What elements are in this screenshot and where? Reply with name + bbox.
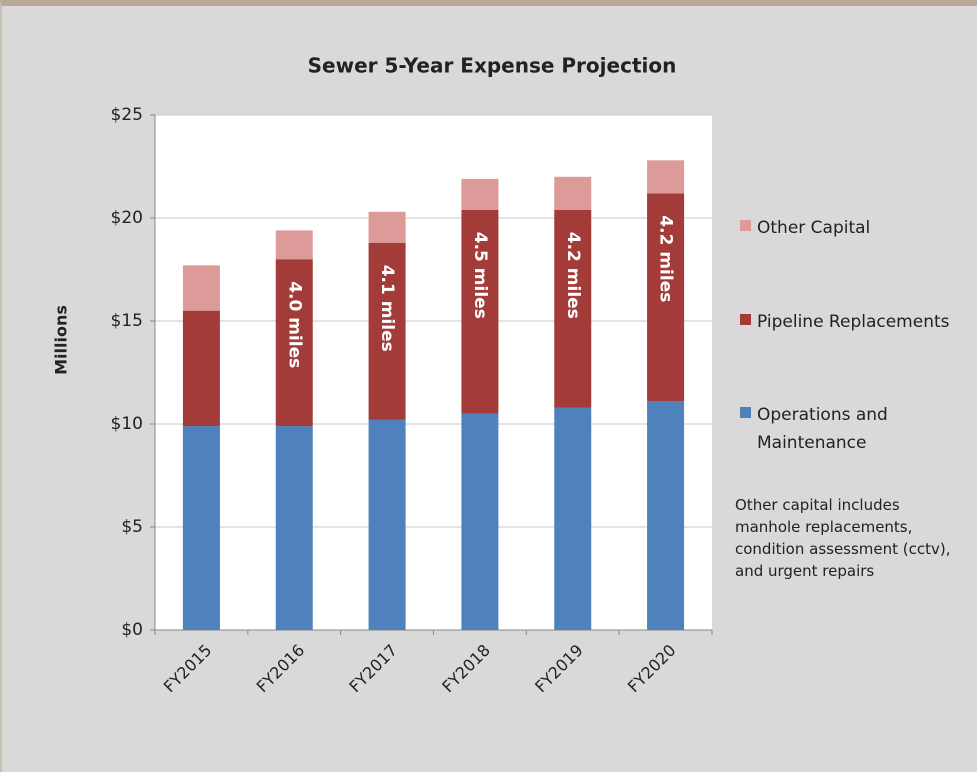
legend-swatch	[740, 407, 751, 418]
bar-segment	[554, 176, 592, 210]
legend-item: Pipeline Replacements	[740, 308, 967, 336]
bar-segment	[275, 426, 313, 630]
chart-title: Sewer 5-Year Expense Projection	[308, 54, 677, 78]
x-tick-label: FY2020	[624, 641, 680, 697]
bar-segment	[461, 413, 499, 630]
bar-segment	[554, 209, 592, 408]
bar-segment	[647, 401, 685, 630]
legend-label: Operations and Maintenance	[757, 405, 888, 453]
bar-segment	[461, 209, 499, 414]
bar-segment	[368, 211, 406, 243]
bar-segment	[368, 419, 406, 630]
x-tick-label: FY2017	[345, 641, 401, 697]
plot-area	[155, 115, 712, 630]
bar-annotation: 4.5 miles	[470, 232, 490, 319]
bar-annotation: 4.1 miles	[377, 265, 397, 352]
bar-segment	[182, 426, 220, 630]
y-tick-label: $20	[111, 208, 143, 228]
x-tick-label: FY2016	[253, 641, 309, 697]
x-tick-label: FY2019	[531, 641, 587, 697]
bar-segment	[647, 193, 685, 402]
bar-annotation: 4.2 miles	[563, 232, 583, 319]
legend-swatch	[740, 314, 751, 325]
x-tick-label: FY2018	[438, 641, 494, 697]
y-axis-label: Millions	[52, 305, 71, 375]
bar-segment	[368, 242, 406, 420]
bar-segment	[275, 259, 313, 427]
bar-segment	[182, 310, 220, 427]
bar-segment	[275, 230, 313, 260]
bar-annotation: 4.2 miles	[656, 215, 676, 302]
bar-segment	[647, 160, 685, 194]
legend-item: Other Capital	[740, 214, 967, 242]
legend-label: Pipeline Replacements	[757, 312, 950, 332]
bar-segment	[461, 178, 499, 210]
legend-label: Other Capital	[757, 218, 871, 238]
legend-item: Operations and Maintenance	[740, 401, 897, 457]
legend-swatch	[740, 220, 751, 231]
y-tick-label: $25	[111, 105, 143, 125]
y-tick-label: $10	[111, 414, 143, 434]
y-tick-label: $0	[121, 620, 143, 640]
y-tick-label: $15	[111, 311, 143, 331]
bar-annotation: 4.0 miles	[284, 281, 304, 368]
bar-segment	[554, 407, 592, 630]
y-tick-label: $5	[121, 517, 143, 537]
bar-segment	[182, 265, 220, 311]
note: Other capital includes manhole replaceme…	[735, 496, 951, 580]
x-tick-label: FY2015	[160, 641, 216, 697]
